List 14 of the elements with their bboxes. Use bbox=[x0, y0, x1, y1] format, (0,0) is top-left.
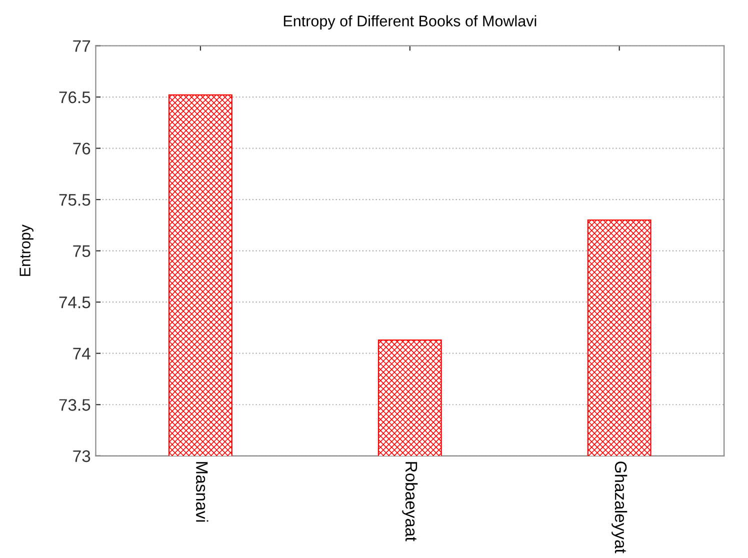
y-tick-label: 74.5 bbox=[59, 296, 90, 308]
chart-title: Entropy of Different Books of Mowlavi bbox=[284, 15, 536, 30]
y-axis-title: Entropy bbox=[20, 224, 34, 276]
y-tick-label: 73 bbox=[73, 450, 90, 462]
y-tick-label: 75 bbox=[73, 245, 90, 258]
x-tick-label: Ghazaleyyat bbox=[612, 462, 628, 554]
x-tick-label: Robaeyaat bbox=[402, 462, 418, 542]
y-tick-label: 76 bbox=[73, 142, 90, 154]
y-tick-label: 76.5 bbox=[59, 91, 90, 104]
y-tick-label: 74 bbox=[73, 348, 90, 360]
x-tick-label: Masnavi bbox=[196, 462, 208, 522]
y-tick-label: 77 bbox=[73, 40, 90, 52]
y-tick-label: 75.5 bbox=[59, 194, 90, 206]
y-tick-label: 73.5 bbox=[59, 399, 90, 411]
